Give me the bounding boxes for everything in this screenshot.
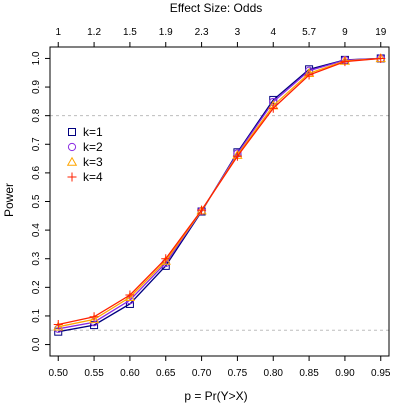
data-point bbox=[161, 254, 171, 264]
x-axis-title: p = Pr(Y>X) bbox=[184, 389, 247, 403]
series-line bbox=[58, 57, 381, 326]
legend-label: k=4 bbox=[83, 170, 103, 184]
top-tick-label: 1.5 bbox=[123, 27, 137, 38]
x-tick-label: 0.65 bbox=[156, 368, 176, 379]
top-tick-label: 2.3 bbox=[195, 27, 209, 38]
y-axis-title: Power bbox=[2, 183, 16, 217]
x-tick-label: 0.75 bbox=[228, 368, 248, 379]
data-point bbox=[197, 205, 207, 215]
top-tick-label: 4 bbox=[270, 27, 276, 38]
legend-marker bbox=[68, 128, 76, 136]
series-k-1 bbox=[54, 54, 385, 336]
y-tick-label: 0.0 bbox=[31, 337, 42, 351]
legend-item: k=4 bbox=[67, 170, 103, 184]
x-tick-label: 0.90 bbox=[335, 368, 355, 379]
top-tick-label: 5.7 bbox=[302, 27, 316, 38]
top-tick-label: 1 bbox=[55, 27, 61, 38]
legend: k=1k=2k=3k=4 bbox=[66, 125, 103, 184]
left-axis: 0.0 0.1 0.2 0.3 0.4 0.5 0.6 0.7 0.8 0.9 1.0 bbox=[31, 51, 50, 352]
top-axis: 1 1.2 1.5 1.9 2.3 3 4 5.7 9 19 bbox=[55, 27, 387, 47]
x-tick-label: 0.95 bbox=[371, 368, 391, 379]
data-point bbox=[376, 53, 386, 63]
x-tick-label: 0.60 bbox=[120, 368, 140, 379]
y-tick-label: 0.9 bbox=[31, 80, 42, 94]
data-point bbox=[268, 103, 278, 113]
top-tick-label: 19 bbox=[375, 27, 387, 38]
y-tick-label: 0.7 bbox=[31, 137, 42, 151]
series-line bbox=[58, 57, 381, 333]
series-line bbox=[58, 57, 381, 328]
series-line bbox=[58, 57, 381, 330]
plot-frame bbox=[49, 46, 390, 357]
x-tick-label: 0.85 bbox=[299, 368, 319, 379]
x-tick-label: 0.80 bbox=[264, 368, 284, 379]
series-k-4 bbox=[53, 53, 386, 330]
data-point bbox=[304, 70, 314, 80]
x-tick-label: 0.70 bbox=[192, 368, 212, 379]
data-point bbox=[53, 320, 63, 330]
data-point bbox=[89, 312, 99, 322]
y-tick-label: 1.0 bbox=[31, 51, 42, 65]
legend-label: k=1 bbox=[83, 125, 103, 139]
bottom-axis: 0.50 0.55 0.60 0.65 0.70 0.75 0.80 0.85 0.90 0.95 bbox=[49, 356, 391, 379]
y-tick-label: 0.3 bbox=[31, 251, 42, 265]
legend-item: k=1 bbox=[68, 125, 103, 139]
y-tick-label: 0.2 bbox=[31, 280, 42, 294]
y-tick-label: 0.6 bbox=[31, 166, 42, 180]
top-tick-label: 1.2 bbox=[87, 27, 101, 38]
y-tick-label: 0.1 bbox=[31, 309, 42, 323]
x-tick-label: 0.50 bbox=[49, 368, 69, 379]
series-k-3 bbox=[53, 53, 386, 331]
legend-marker bbox=[67, 172, 77, 182]
data-point bbox=[88, 314, 100, 324]
top-tick-label: 1.9 bbox=[159, 27, 173, 38]
x-tick-label: 0.55 bbox=[84, 368, 104, 379]
y-tick-label: 0.4 bbox=[31, 223, 42, 237]
legend-marker bbox=[66, 156, 78, 166]
data-point bbox=[125, 290, 135, 300]
data-point bbox=[340, 57, 350, 67]
data-point bbox=[53, 321, 64, 331]
top-tick-label: 9 bbox=[342, 27, 348, 38]
y-tick-label: 0.5 bbox=[31, 194, 42, 208]
y-tick-label: 0.8 bbox=[31, 108, 42, 122]
series-layer bbox=[53, 53, 386, 336]
legend-item: k=3 bbox=[66, 155, 103, 169]
top-axis-title: Effect Size: Odds bbox=[170, 1, 263, 15]
legend-marker bbox=[67, 142, 77, 152]
legend-item: k=2 bbox=[67, 140, 103, 154]
legend-label: k=2 bbox=[83, 140, 103, 154]
legend-label: k=3 bbox=[83, 155, 103, 169]
series-k-2 bbox=[54, 54, 385, 333]
reference-lines bbox=[50, 115, 389, 331]
data-point bbox=[232, 151, 242, 161]
top-tick-label: 3 bbox=[235, 27, 241, 38]
